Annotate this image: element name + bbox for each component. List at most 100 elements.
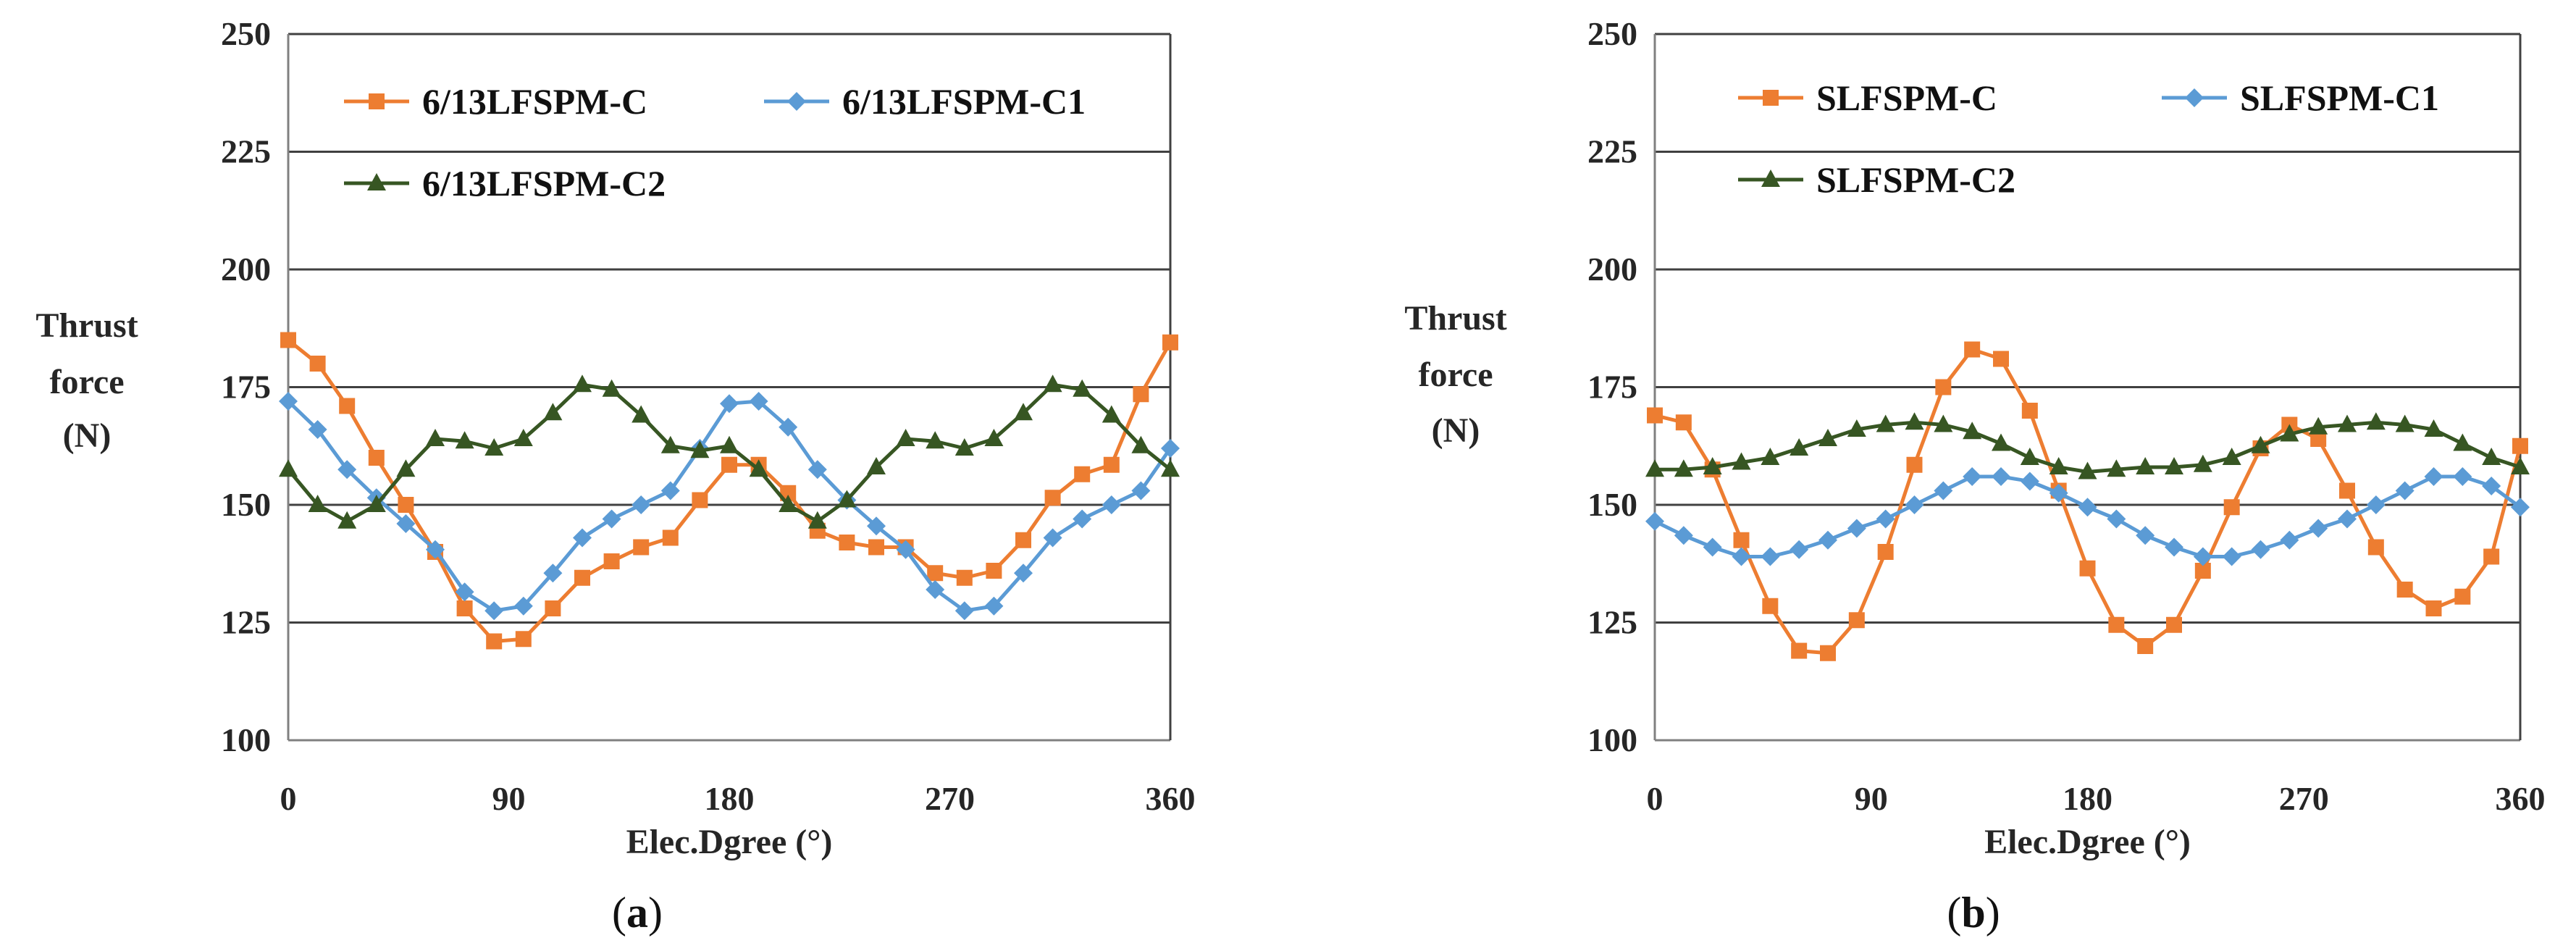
x-tick-label: 180 bbox=[2063, 780, 2113, 817]
data-point bbox=[2280, 424, 2299, 442]
data-point bbox=[1848, 612, 1865, 629]
data-point bbox=[368, 450, 385, 466]
data-point bbox=[2512, 437, 2528, 454]
legend-swatch-marker bbox=[367, 173, 386, 190]
data-point bbox=[1876, 414, 1895, 432]
data-point bbox=[2309, 519, 2328, 538]
data-point bbox=[573, 374, 592, 393]
y-axis-label: (N) bbox=[63, 416, 112, 455]
data-point bbox=[632, 495, 651, 514]
data-point bbox=[396, 459, 416, 477]
data-point bbox=[632, 405, 651, 423]
data-point bbox=[690, 440, 710, 458]
data-point bbox=[1790, 540, 1809, 559]
data-point bbox=[1733, 532, 1750, 548]
caption-letter: b bbox=[1961, 889, 1985, 937]
data-point bbox=[2108, 616, 2125, 633]
data-point bbox=[896, 540, 915, 559]
data-point bbox=[867, 457, 886, 474]
data-point bbox=[867, 516, 886, 536]
data-point bbox=[2193, 547, 2212, 566]
chart-panel-a: 100 125 150 175 200 225 250 0 90 180 270 360 Elec.Dg… bbox=[35, 15, 1195, 937]
data-point bbox=[780, 485, 797, 501]
data-point bbox=[1877, 544, 1894, 560]
data-point bbox=[1762, 598, 1779, 614]
data-point bbox=[1791, 642, 1808, 659]
data-point bbox=[2165, 537, 2183, 557]
data-point bbox=[2020, 448, 2039, 465]
data-point bbox=[2280, 530, 2299, 550]
data-point bbox=[1963, 467, 1982, 486]
y-axis-label: (N) bbox=[1432, 411, 1480, 450]
data-point bbox=[1102, 405, 1121, 423]
data-point bbox=[2511, 498, 2530, 517]
x-axis-label: Elec.Dgree (°) bbox=[626, 823, 833, 861]
data-point bbox=[2137, 638, 2154, 654]
data-point bbox=[1818, 530, 1837, 550]
data-point bbox=[337, 511, 357, 529]
y-tick-label: 200 bbox=[1587, 251, 1637, 288]
data-point bbox=[2482, 477, 2501, 495]
data-point bbox=[1963, 422, 1982, 440]
data-point bbox=[2078, 498, 2097, 517]
data-point bbox=[927, 565, 944, 582]
data-point bbox=[1044, 490, 1061, 506]
data-point bbox=[2424, 419, 2443, 437]
legend-swatch-marker bbox=[1763, 90, 1779, 106]
x-tick-label: 0 bbox=[280, 780, 297, 817]
data-point bbox=[573, 528, 592, 548]
data-point bbox=[749, 392, 768, 411]
data-point bbox=[2395, 414, 2415, 432]
y-tick-label: 150 bbox=[221, 486, 271, 523]
data-point bbox=[1161, 439, 1180, 458]
y-axis-label: force bbox=[1418, 356, 1493, 394]
data-point bbox=[1820, 645, 1836, 661]
data-point bbox=[1847, 519, 1866, 538]
data-point bbox=[955, 438, 974, 456]
data-point bbox=[749, 459, 768, 477]
data-point bbox=[2366, 412, 2386, 430]
data-point bbox=[543, 403, 563, 421]
data-point bbox=[807, 460, 827, 479]
data-point bbox=[692, 492, 708, 508]
data-point bbox=[1645, 459, 1664, 477]
y-tick-label: 100 bbox=[1587, 721, 1637, 758]
y-tick-label: 125 bbox=[221, 604, 271, 641]
data-point bbox=[1102, 495, 1121, 514]
x-axis-label: Elec.Dgree (°) bbox=[1984, 823, 2191, 861]
legend-entry: SLFSPM-C2 bbox=[1738, 159, 2015, 200]
data-point bbox=[2107, 459, 2126, 477]
data-point bbox=[1073, 379, 1092, 397]
data-point bbox=[309, 356, 326, 372]
data-point bbox=[868, 539, 884, 556]
data-point bbox=[2021, 403, 2038, 419]
data-point bbox=[456, 600, 473, 616]
data-point bbox=[1818, 429, 1837, 446]
data-point bbox=[1732, 547, 1751, 566]
data-point bbox=[1043, 374, 1062, 393]
legend-label: 6/13LFSPM-C1 bbox=[842, 81, 1086, 122]
data-point bbox=[807, 511, 827, 529]
data-point bbox=[2482, 448, 2501, 465]
y-tick-label: 125 bbox=[1587, 604, 1637, 641]
data-point bbox=[515, 631, 532, 648]
data-point bbox=[1993, 351, 2009, 367]
data-point bbox=[1645, 511, 1664, 531]
data-point bbox=[513, 596, 533, 616]
data-point bbox=[2251, 435, 2270, 453]
data-point bbox=[984, 596, 1004, 616]
data-point bbox=[1103, 456, 1120, 473]
data-point bbox=[513, 429, 533, 446]
series-line bbox=[287, 399, 1172, 613]
data-point bbox=[1073, 509, 1092, 529]
data-point bbox=[926, 580, 945, 599]
data-point bbox=[2511, 457, 2530, 474]
y-tick-label: 250 bbox=[1587, 15, 1637, 52]
data-point bbox=[2136, 526, 2155, 545]
legend-label: SLFSPM-C1 bbox=[2240, 77, 2439, 118]
data-point bbox=[2194, 563, 2211, 579]
data-point bbox=[660, 481, 680, 500]
data-point bbox=[2424, 467, 2443, 486]
data-point bbox=[662, 529, 679, 546]
data-point bbox=[2310, 431, 2327, 447]
